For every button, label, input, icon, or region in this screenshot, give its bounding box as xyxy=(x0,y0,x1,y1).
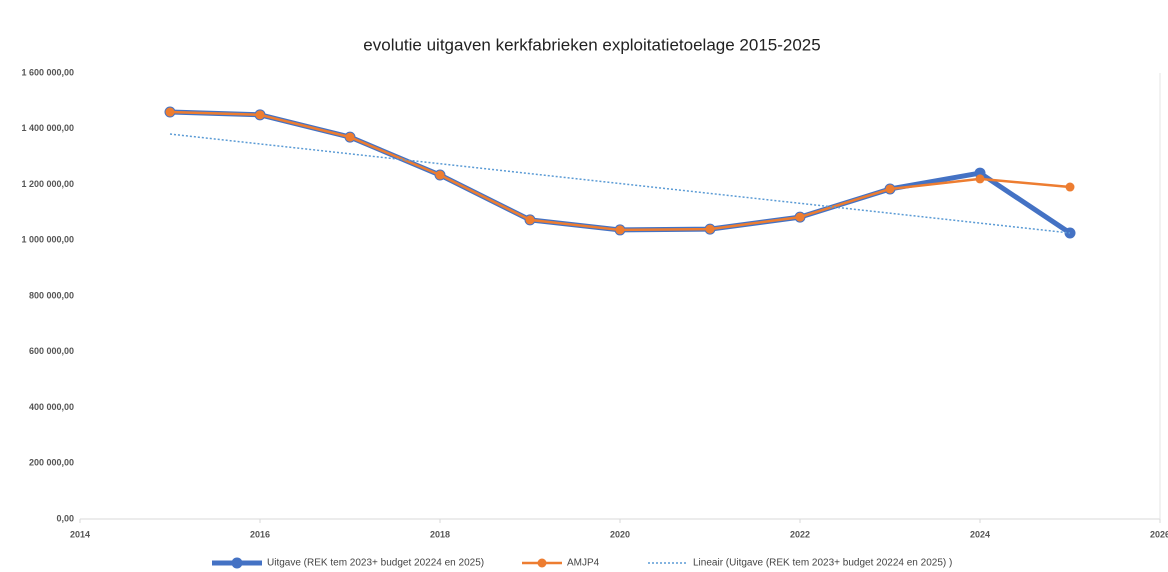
x-tick-label: 2026 xyxy=(1150,529,1168,539)
series-line xyxy=(169,109,1072,236)
legend-marker xyxy=(537,558,547,568)
point xyxy=(165,107,175,117)
point xyxy=(705,224,715,234)
point xyxy=(795,212,805,222)
point xyxy=(975,174,985,184)
x-tick-label: 2018 xyxy=(430,529,450,539)
x-tick-label: 2022 xyxy=(790,529,810,539)
point xyxy=(615,225,625,235)
point xyxy=(255,110,265,120)
y-tick-label: 1 400 000,00 xyxy=(21,123,74,133)
chart-title: evolutie uitgaven kerkfabrieken exploita… xyxy=(363,35,820,54)
y-tick-label: 1 000 000,00 xyxy=(21,235,74,245)
y-tick-label: 200 000,00 xyxy=(29,458,74,468)
trend-line xyxy=(169,133,1071,234)
legend-label: Lineair (Uitgave (REK tem 2023+ budget 2… xyxy=(693,558,952,569)
legend-marker xyxy=(231,557,243,569)
x-tick-label: 2024 xyxy=(970,529,990,539)
y-tick-label: 400 000,00 xyxy=(29,402,74,412)
x-tick-label: 2014 xyxy=(70,529,90,539)
point xyxy=(1065,182,1075,192)
y-tick-label: 1 200 000,00 xyxy=(21,179,74,189)
series-line xyxy=(169,110,1071,232)
legend-label: AMJP4 xyxy=(567,558,600,569)
point xyxy=(885,184,895,194)
point xyxy=(345,132,355,142)
y-tick-label: 600 000,00 xyxy=(29,346,74,356)
x-tick-label: 2016 xyxy=(250,529,270,539)
y-tick-label: 0,00 xyxy=(56,513,74,523)
x-tick-label: 2020 xyxy=(610,529,630,539)
point xyxy=(435,170,445,180)
point xyxy=(525,215,535,225)
y-tick-label: 800 000,00 xyxy=(29,290,74,300)
legend-label: Uitgave (REK tem 2023+ budget 20224 en 2… xyxy=(267,558,484,569)
y-tick-label: 1 600 000,00 xyxy=(21,67,74,77)
